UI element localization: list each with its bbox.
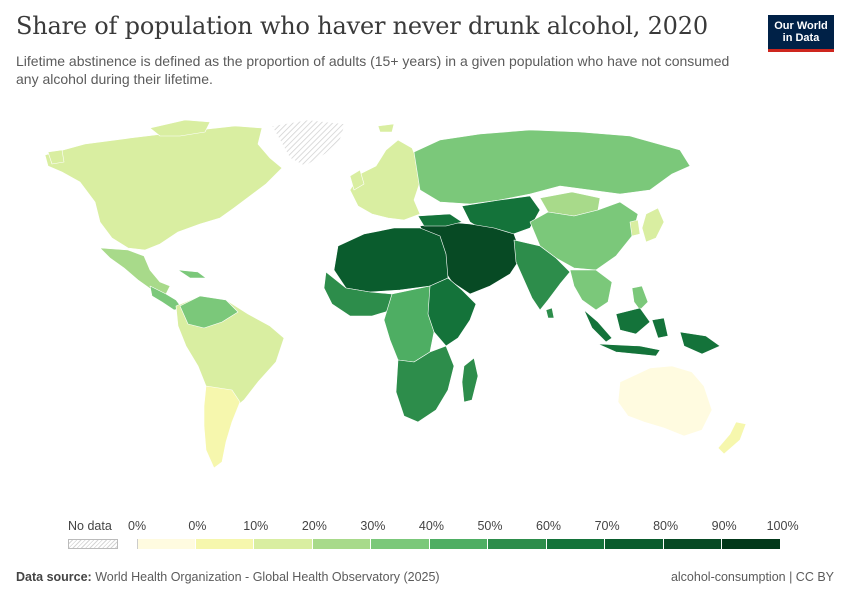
region-mexico[interactable]	[99, 247, 171, 295]
legend-swatch[interactable]	[663, 539, 723, 549]
data-source-link[interactable]: World Health Organization - Global Healt…	[95, 570, 440, 584]
legend-swatch[interactable]	[371, 539, 430, 549]
legend-tick-label: 100%	[766, 519, 799, 533]
region-uk-ireland[interactable]	[349, 169, 365, 191]
region-turkey[interactable]	[417, 213, 463, 227]
region-greenland[interactable]	[271, 119, 346, 167]
region-north-africa[interactable]	[333, 227, 449, 293]
legend-no-data-label: No data	[68, 519, 112, 533]
legend-tick-label: 20%	[301, 519, 327, 533]
region-indonesia-4[interactable]	[651, 317, 669, 339]
region-japan[interactable]	[641, 207, 665, 243]
legend-swatch[interactable]	[429, 539, 489, 549]
region-madagascar[interactable]	[461, 357, 479, 403]
license-text[interactable]: alcohol-consumption | CC BY	[670, 570, 834, 584]
region-indonesia-2[interactable]	[615, 307, 651, 335]
legend: No data 0% 0% 10% 20% 30% 40% 50% 60% 70% 80% 90% 1…	[0, 515, 850, 555]
region-indonesia-1[interactable]	[583, 309, 613, 343]
logo-line-1: Our World	[774, 20, 828, 32]
region-caribbean[interactable]	[177, 269, 207, 279]
region-central-africa[interactable]	[383, 285, 435, 363]
region-north-america[interactable]	[44, 125, 283, 251]
region-philippines[interactable]	[631, 285, 649, 311]
region-canadian-islands[interactable]	[149, 119, 211, 137]
region-northern-south-america[interactable]	[179, 295, 239, 329]
legend-tick-label: 80%	[653, 519, 679, 533]
legend-swatch[interactable]	[137, 539, 196, 549]
legend-tick-label: 0%	[128, 519, 147, 533]
chart-title: Share of population who haver never drun…	[16, 12, 708, 40]
region-south-asia[interactable]	[513, 239, 571, 311]
region-indonesia-3[interactable]	[597, 343, 661, 357]
region-australia[interactable]	[617, 365, 713, 437]
legend-swatch[interactable]	[722, 539, 781, 549]
region-southeast-asia[interactable]	[569, 269, 613, 311]
region-papua[interactable]	[679, 331, 721, 355]
legend-swatch[interactable]	[488, 539, 547, 549]
chart-subtitle: Lifetime abstinence is defined as the pr…	[16, 53, 730, 87]
region-russia[interactable]	[413, 129, 691, 205]
region-west-africa[interactable]	[323, 271, 393, 317]
legend-no-data-swatch[interactable]	[68, 539, 118, 549]
legend-swatch[interactable]	[195, 539, 255, 549]
legend-tick-label: 90%	[711, 519, 737, 533]
legend-tick-label: 50%	[477, 519, 503, 533]
data-source-label: Data source:	[16, 570, 92, 584]
owid-logo[interactable]: Our World in Data	[768, 15, 834, 52]
legend-tick-label: 60%	[536, 519, 562, 533]
legend-swatch[interactable]	[546, 539, 606, 549]
legend-swatch[interactable]	[605, 539, 664, 549]
legend-tick-label: 10%	[243, 519, 269, 533]
legend-swatch[interactable]	[312, 539, 372, 549]
legend-tick-label: 30%	[360, 519, 386, 533]
region-alaska-tip[interactable]	[47, 149, 65, 165]
region-southern-africa[interactable]	[395, 345, 455, 423]
data-source: Data source: World Health Organization -…	[16, 570, 440, 584]
legend-tick-label: 0%	[188, 519, 207, 533]
logo-line-2: in Data	[782, 32, 820, 44]
region-sri-lanka[interactable]	[545, 307, 555, 319]
legend-swatch[interactable]	[254, 539, 313, 549]
legend-tick-label: 70%	[594, 519, 620, 533]
region-new-zealand[interactable]	[717, 421, 747, 455]
region-southern-cone[interactable]	[203, 385, 241, 469]
region-korea[interactable]	[629, 219, 641, 237]
world-map[interactable]	[0, 110, 850, 510]
region-iceland[interactable]	[377, 123, 395, 133]
legend-tick-label: 40%	[418, 519, 444, 533]
